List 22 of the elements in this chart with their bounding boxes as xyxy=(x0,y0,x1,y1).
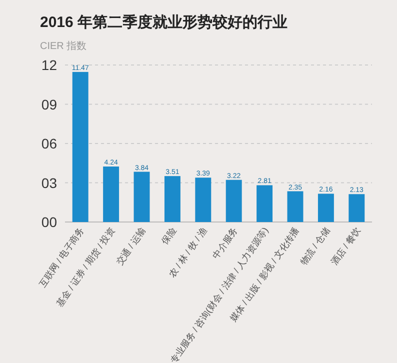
bar xyxy=(318,194,334,222)
y-tick-label: 12 xyxy=(41,57,58,73)
bar xyxy=(103,166,120,222)
x-tick-label: 保险 xyxy=(160,225,178,246)
x-tick-label: 交通 / 运输 xyxy=(114,225,148,267)
x-tick-label: 中介服务 xyxy=(210,225,240,261)
chart-title: 2016 年第二季度就业形势较好的行业 xyxy=(40,13,288,31)
bar xyxy=(72,72,88,222)
bar xyxy=(256,185,273,222)
bar xyxy=(226,180,242,222)
x-tick-label: 酒店 / 餐饮 xyxy=(329,225,362,267)
bar xyxy=(195,178,212,222)
y-tick-label: 09 xyxy=(41,96,58,112)
bar xyxy=(348,194,365,222)
bar xyxy=(287,191,304,222)
x-tick-label: 物流 / 仓储 xyxy=(298,225,332,267)
y-tick-label: 03 xyxy=(41,174,58,191)
bar xyxy=(134,172,150,222)
y-tick-label: 06 xyxy=(41,136,58,152)
y-axis-title: CIER 指数 xyxy=(40,40,87,52)
bar xyxy=(164,176,180,222)
y-tick-label: 00 xyxy=(41,214,58,230)
